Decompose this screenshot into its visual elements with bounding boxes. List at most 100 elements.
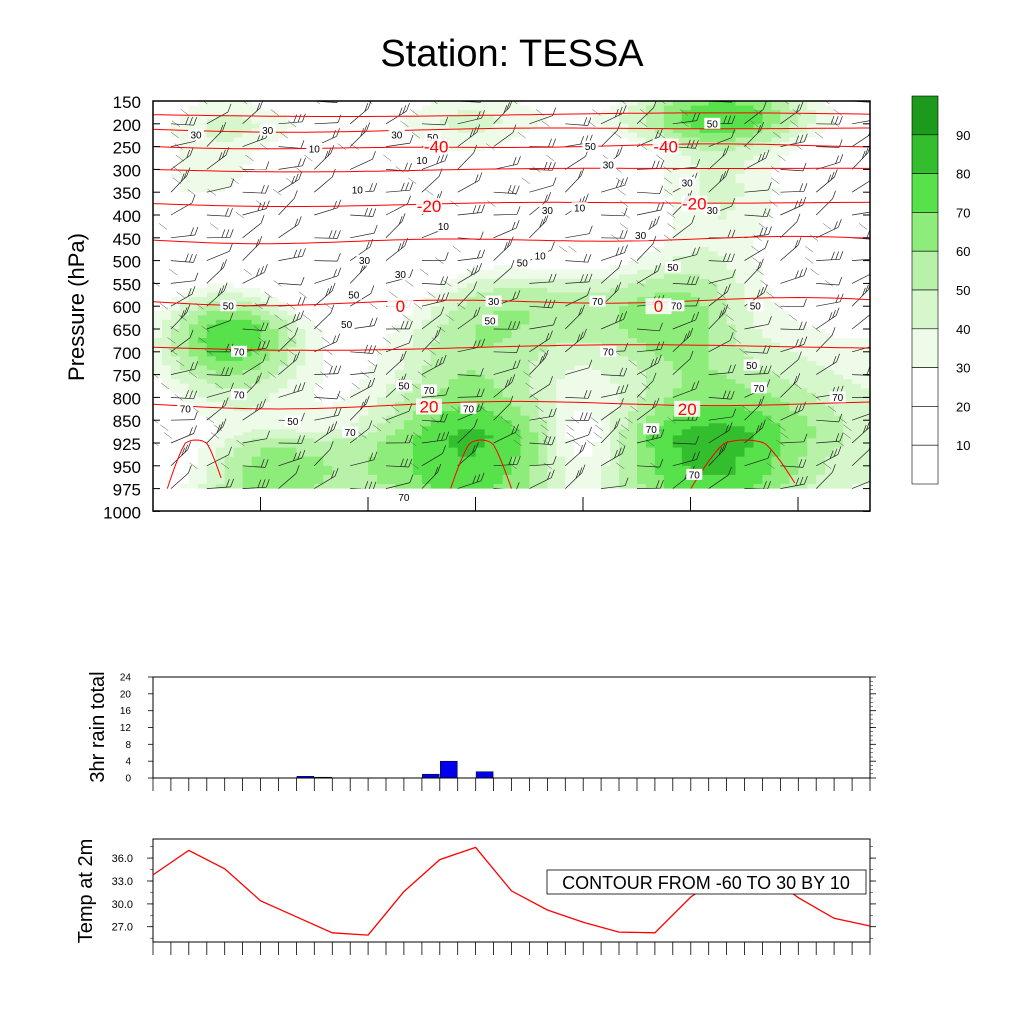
humidity-cell	[511, 351, 522, 357]
humidity-cell	[439, 333, 450, 339]
humidity-cell	[403, 233, 414, 239]
humidity-cell	[601, 426, 611, 430]
humidity-cell	[260, 365, 271, 371]
humidity-cell	[511, 237, 522, 243]
humidity-cell	[663, 370, 674, 376]
humidity-cell	[448, 432, 459, 436]
humidity-cell	[511, 392, 522, 398]
humidity-cell	[305, 401, 315, 408]
humidity-cell	[368, 256, 378, 262]
humidity-cell	[233, 233, 244, 239]
humidity-cell	[251, 456, 262, 467]
humidity-cell	[430, 415, 441, 421]
humidity-cell	[493, 224, 504, 230]
humidity-cell	[574, 397, 584, 403]
humidity-cell	[681, 151, 692, 157]
humidity-cell	[403, 287, 414, 294]
humidity-cell	[278, 183, 289, 189]
humidity-cell	[260, 297, 271, 303]
humidity-cell	[466, 228, 477, 234]
humidity-cell	[502, 397, 513, 403]
humidity-cell	[583, 183, 593, 189]
humidity-cell	[206, 342, 217, 348]
humidity-cell	[457, 178, 468, 184]
humidity-cell	[502, 260, 513, 266]
humidity-cell	[233, 142, 244, 148]
humidity-cell	[556, 432, 566, 436]
humidity-cell	[583, 406, 593, 412]
humidity-cell	[224, 269, 235, 275]
humidity-cell	[377, 388, 387, 394]
humidity-cell	[233, 274, 244, 280]
humidity-cell	[466, 251, 477, 257]
humidity-cell	[421, 329, 432, 335]
humidity-cell	[484, 347, 495, 353]
humidity-cell	[386, 426, 396, 430]
humidity-cell	[511, 420, 522, 424]
humidity-cell	[386, 265, 396, 271]
humidity-cell	[654, 423, 665, 427]
humidity-cell	[628, 474, 638, 485]
humidity-cell	[565, 237, 575, 243]
humidity-cell	[412, 173, 423, 180]
humidity-cell	[350, 205, 360, 212]
humidity-cell	[332, 151, 342, 157]
humidity-cell	[269, 441, 280, 449]
humidity-cell	[314, 297, 324, 303]
humidity-cell	[332, 192, 342, 198]
humidity-cell	[412, 379, 423, 385]
humidity-cell	[457, 137, 468, 143]
humidity-cell	[188, 356, 199, 362]
humidity-cell	[681, 192, 692, 198]
humidity-cell	[493, 292, 504, 298]
humidity-cell	[170, 441, 181, 449]
humidity-cell	[681, 224, 692, 230]
humidity-cell	[260, 287, 271, 294]
humidity-cell	[654, 256, 665, 262]
humidity-cell	[179, 110, 190, 116]
humidity-cell	[296, 370, 306, 376]
humidity-cell	[520, 429, 531, 433]
humidity-cell	[233, 242, 244, 248]
humidity-cell	[161, 474, 172, 485]
humidity-cell	[296, 151, 306, 157]
humidity-cell	[170, 379, 181, 385]
humidity-cell	[628, 256, 638, 262]
cross-section-panel: 3030103050105030505030101030103030105030…	[64, 93, 871, 522]
humidity-cell	[574, 420, 584, 424]
humidity-cell	[493, 160, 504, 166]
humidity-cell	[368, 306, 378, 312]
humidity-cell	[206, 411, 217, 417]
humidity-cell	[242, 438, 253, 443]
humidity-cell	[484, 101, 495, 107]
humidity-cell	[484, 333, 495, 339]
humidity-cell	[484, 447, 495, 458]
humidity-cell	[466, 447, 477, 458]
humidity-cell	[242, 401, 253, 408]
humidity-cell	[170, 474, 181, 485]
humidity-cell	[233, 379, 244, 385]
humidity-cell	[188, 219, 199, 225]
humidity-cell	[278, 338, 289, 344]
humidity-cell	[592, 233, 602, 239]
humidity-cell	[448, 114, 459, 120]
humidity-cell	[628, 426, 638, 430]
humidity-cell	[529, 435, 539, 440]
humidity-cell	[278, 438, 289, 443]
humidity-cell	[377, 415, 387, 421]
humidity-cell	[251, 210, 262, 216]
humidity-cell	[242, 123, 253, 129]
humidity-cell	[457, 283, 468, 289]
humidity-cell	[538, 310, 548, 316]
humidity-cell	[681, 123, 692, 129]
humidity-cell	[260, 342, 271, 348]
humidity-cell	[457, 435, 468, 440]
humidity-cell	[224, 142, 235, 148]
humidity-cell	[520, 274, 531, 280]
humidity-cell	[287, 196, 297, 202]
humidity-cell	[251, 342, 262, 348]
humidity-cell	[466, 429, 477, 433]
humidity-cell	[502, 484, 513, 489]
humidity-cell	[592, 219, 602, 225]
humidity-cell	[260, 260, 271, 266]
